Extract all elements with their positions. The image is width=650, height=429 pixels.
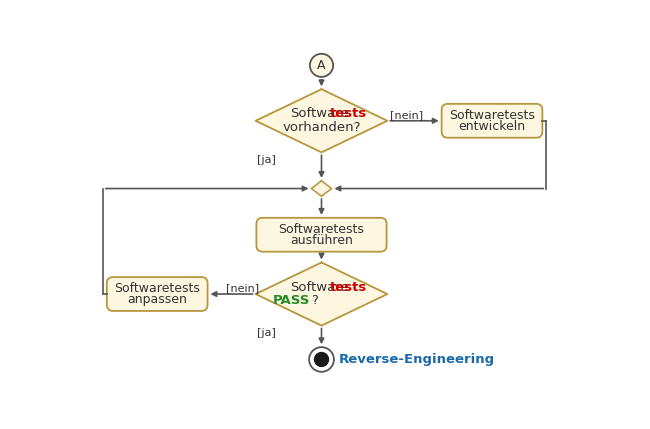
Text: tests: tests — [330, 281, 367, 293]
Text: [nein]: [nein] — [391, 110, 424, 120]
Circle shape — [309, 347, 334, 372]
Text: Software: Software — [290, 281, 348, 293]
FancyBboxPatch shape — [107, 277, 207, 311]
Text: Software: Software — [290, 107, 348, 121]
Text: [ja]: [ja] — [257, 155, 276, 165]
Text: Softwaretests: Softwaretests — [449, 109, 535, 122]
Text: [nein]: [nein] — [226, 283, 259, 293]
Polygon shape — [255, 89, 387, 152]
Circle shape — [315, 353, 328, 366]
Text: ausführen: ausführen — [290, 234, 353, 247]
Text: anpassen: anpassen — [127, 293, 187, 306]
Text: A: A — [317, 59, 326, 72]
Circle shape — [310, 54, 333, 77]
Text: tests: tests — [330, 107, 367, 121]
Polygon shape — [311, 181, 332, 196]
Text: vorhanden?: vorhanden? — [282, 121, 361, 134]
FancyBboxPatch shape — [256, 218, 387, 252]
Text: Softwaretests: Softwaretests — [279, 223, 365, 236]
Text: Reverse-Engineering: Reverse-Engineering — [339, 353, 495, 366]
Text: PASS: PASS — [272, 294, 310, 308]
Text: entwickeln: entwickeln — [458, 121, 526, 133]
Polygon shape — [255, 263, 387, 326]
Text: [ja]: [ja] — [257, 328, 276, 338]
Text: ?: ? — [311, 294, 318, 308]
FancyBboxPatch shape — [441, 104, 542, 138]
Text: Softwaretests: Softwaretests — [114, 282, 200, 295]
